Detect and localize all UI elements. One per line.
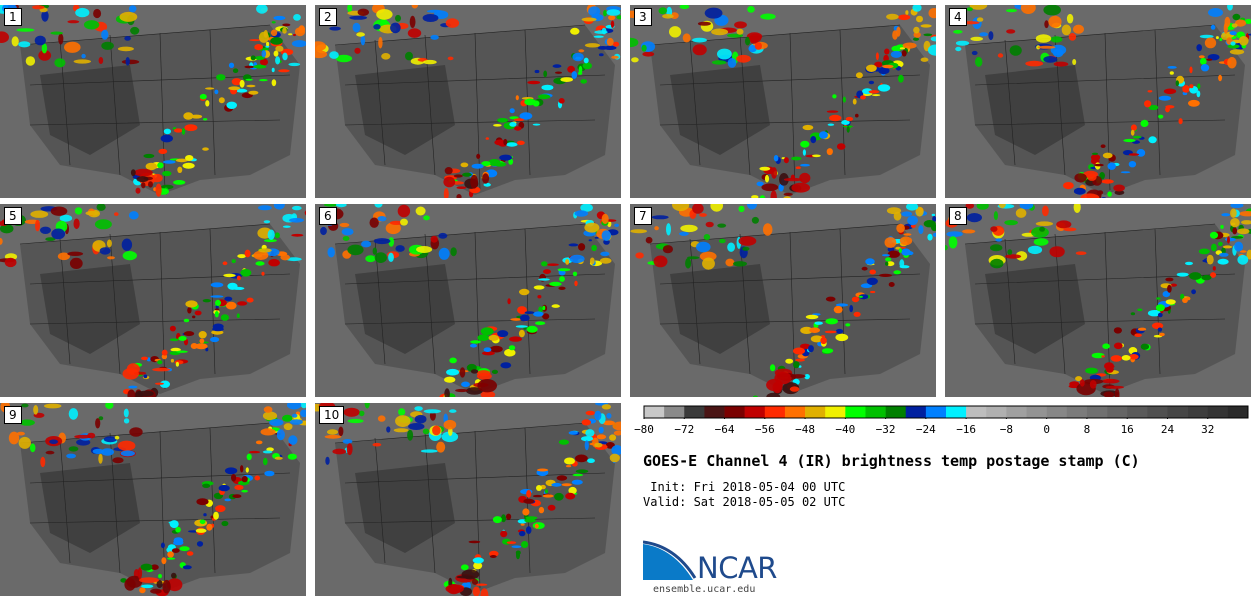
colorbar-segment (1086, 406, 1108, 418)
colorbar-tick-label: −64 (714, 423, 735, 436)
colorbar-segment (805, 406, 826, 418)
colorbar-tick-label: −48 (795, 423, 815, 436)
postage-stamp-panel: 3 (630, 5, 936, 198)
colorbar-tick-label: 16 (1120, 423, 1134, 436)
figure-title: GOES-E Channel 4 (IR) brightness temp po… (643, 452, 1140, 470)
panel-number-label: 9 (4, 406, 22, 424)
colorbar-tick-label: −40 (835, 423, 856, 436)
postage-stamp-panel: 5 (0, 204, 306, 397)
colorbar-segment (986, 406, 1007, 418)
colorbar-segment (764, 406, 786, 418)
colorbar-segment (1006, 406, 1027, 418)
colorbar-segment (684, 406, 705, 418)
ncar-logo-icon (643, 540, 697, 580)
postage-stamp-panel: 10 (315, 403, 621, 596)
colorbar-segment (1026, 406, 1047, 418)
panel-number-label: 8 (949, 207, 967, 225)
ir-satellite-map (945, 5, 1251, 198)
panel-number-label: 3 (634, 8, 652, 26)
colorbar-segment (1207, 406, 1229, 418)
colorbar-tick-label: −24 (915, 423, 936, 436)
colorbar-tick-label: −72 (674, 423, 695, 436)
colorbar-tick-label: −56 (754, 423, 775, 436)
panel-number-label: 7 (634, 207, 652, 225)
colorbar-segment (664, 406, 685, 418)
colorbar-tick-label: −16 (956, 423, 977, 436)
colorbar-segment (865, 406, 886, 418)
colorbar-segment (1127, 406, 1148, 418)
valid-time: Valid: Sat 2018-05-05 02 UTC (643, 495, 846, 509)
panel-number-label: 4 (949, 8, 967, 26)
colorbar (643, 405, 1249, 419)
ir-satellite-map (0, 204, 306, 397)
colorbar-segment (1066, 406, 1088, 418)
ir-satellite-map (315, 5, 621, 198)
postage-stamp-panel: 6 (315, 204, 621, 397)
postage-stamp-panel: 4 (945, 5, 1251, 198)
ir-satellite-map (630, 204, 936, 397)
ir-satellite-map (315, 204, 621, 397)
init-time: Init: Fri 2018-05-04 00 UTC (643, 480, 846, 494)
colorbar-segment (1107, 406, 1128, 418)
colorbar-segment (925, 406, 947, 418)
postage-stamp-panel: 1 (0, 5, 306, 198)
colorbar-tick-label: −32 (875, 423, 896, 436)
colorbar-tick-label: −80 (634, 423, 654, 436)
colorbar-segment (1227, 406, 1249, 418)
colorbar-segment (885, 406, 907, 418)
ir-satellite-map (0, 403, 306, 596)
colorbar-segment (1187, 406, 1209, 418)
panel-number-label: 1 (4, 8, 22, 26)
colorbar-tick-labels: −80 −72 −64 −56 −48 −40 −32 −24 −16 −8 0 8 16 24 32 (634, 423, 1253, 439)
panel-number-label: 10 (319, 406, 345, 424)
postage-stamp-panel: 9 (0, 403, 306, 596)
ir-satellite-map (630, 5, 936, 198)
colorbar-segment (966, 406, 987, 418)
panel-number-label: 6 (319, 207, 337, 225)
colorbar-segment (704, 406, 725, 418)
colorbar-tick-label: 24 (1160, 423, 1175, 436)
ir-satellite-map (315, 403, 621, 596)
colorbar-tick-label: 32 (1201, 423, 1215, 436)
ncar-logo-text: NCAR (697, 551, 777, 585)
colorbar-segment (784, 406, 806, 418)
colorbar-segment (946, 406, 967, 418)
postage-stamp-panel: 8 (945, 204, 1251, 397)
colorbar-segment (644, 406, 665, 418)
colorbar-segment (1046, 406, 1068, 418)
colorbar-segment (724, 406, 745, 418)
colorbar-segment (1147, 406, 1168, 418)
colorbar-segment (1167, 406, 1188, 418)
postage-stamp-panel: 7 (630, 204, 936, 397)
website-url: ensemble.ucar.edu (653, 584, 756, 595)
panel-number-label: 2 (319, 8, 337, 26)
colorbar-segment (845, 406, 866, 418)
ir-satellite-map (0, 5, 306, 198)
colorbar-segment (825, 406, 846, 418)
colorbar-frame (643, 405, 1249, 419)
colorbar-segment (744, 406, 766, 418)
ir-satellite-map (945, 204, 1251, 397)
postage-stamp-panel: 2 (315, 5, 621, 198)
colorbar-tick-label: −8 (999, 423, 1014, 436)
colorbar-tick-label: 8 (1083, 423, 1091, 436)
colorbar-segment (905, 406, 927, 418)
colorbar-tick-label: 0 (1043, 423, 1050, 436)
panel-number-label: 5 (4, 207, 22, 225)
